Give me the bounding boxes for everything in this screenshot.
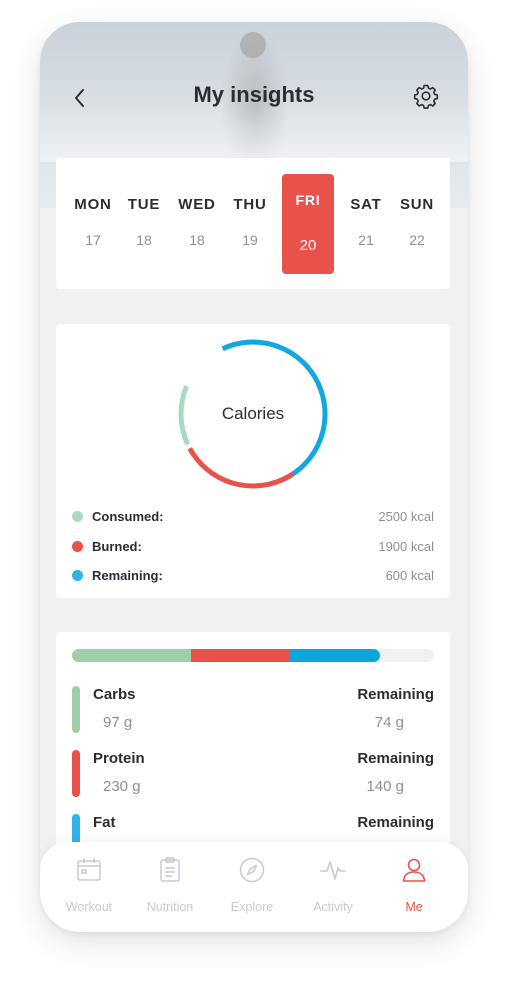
- calories-card: Calories Consumed: 2500 kcal Burned: 190…: [56, 324, 450, 598]
- calories-ring: [178, 339, 328, 489]
- remaining-value: 74 g: [374, 714, 404, 731]
- tab-activity[interactable]: Activity: [293, 842, 373, 932]
- gear-icon: [413, 84, 439, 109]
- day-date: 20: [299, 237, 317, 254]
- dot-icon: [72, 541, 83, 552]
- macro-row-fat: Fat Remaining: [72, 812, 434, 870]
- calendar-icon: [77, 858, 101, 881]
- remaining-label: Remaining: [357, 814, 434, 831]
- tab-label: Activity: [313, 900, 353, 914]
- macro-name: Carbs: [93, 686, 136, 703]
- bar-segment-fat: [289, 649, 380, 662]
- dot-icon: [72, 511, 83, 522]
- pulse-icon: [320, 861, 346, 880]
- user-icon: [402, 858, 426, 882]
- day-name: FRI: [295, 192, 321, 208]
- phone-frame: My insights MON 17 TUE 18 WED 18 THU 19 …: [40, 22, 468, 932]
- remaining-label: Remaining: [357, 686, 434, 703]
- day-date: 17: [85, 232, 101, 248]
- macro-row-carbs: Carbs 97 g Remaining 74 g: [72, 684, 434, 742]
- day-name: SAT: [350, 196, 382, 213]
- day-date: 21: [358, 232, 374, 248]
- day-sun[interactable]: SUN 22: [391, 174, 443, 274]
- day-date: 19: [242, 232, 258, 248]
- dot-icon: [72, 570, 83, 581]
- macro-progress-bar: [72, 649, 434, 662]
- legend-burned: Burned: 1900 kcal: [72, 537, 434, 557]
- back-button[interactable]: [68, 84, 92, 112]
- macro-name: Protein: [93, 750, 145, 767]
- bar-segment-protein: [191, 649, 289, 662]
- day-name: TUE: [127, 196, 161, 213]
- bar-segment-carbs: [72, 649, 191, 662]
- color-marker: [72, 686, 80, 733]
- legend-value: 2500 kcal: [378, 509, 434, 524]
- legend-label: Burned:: [92, 539, 142, 554]
- tab-explore[interactable]: Explore: [212, 842, 292, 932]
- legend-label: Remaining:: [92, 568, 163, 583]
- day-fri-selected[interactable]: FRI 20: [282, 174, 334, 274]
- tab-label: Me: [405, 900, 423, 914]
- legend-consumed: Consumed: 2500 kcal: [72, 507, 434, 527]
- legend-value: 600 kcal: [385, 568, 434, 583]
- color-marker: [72, 750, 80, 797]
- macro-amount: 230 g: [103, 778, 141, 795]
- day-date: 18: [136, 232, 152, 248]
- day-tue[interactable]: TUE 18: [118, 174, 170, 274]
- legend-value: 1900 kcal: [378, 539, 434, 554]
- remaining-value: 140 g: [366, 778, 404, 795]
- ring-label: Calories: [221, 404, 285, 423]
- day-name: THU: [233, 196, 267, 213]
- compass-icon: [239, 857, 265, 883]
- day-date: 22: [409, 232, 425, 248]
- chevron-left-icon: [75, 89, 84, 107]
- day-sat[interactable]: SAT 21: [340, 174, 392, 274]
- bottom-tab-bar: Workout Nutrition Explore: [40, 842, 468, 932]
- tab-nutrition[interactable]: Nutrition: [130, 842, 210, 932]
- day-name: SUN: [399, 196, 435, 213]
- tab-workout[interactable]: Workout: [49, 842, 129, 932]
- tab-label: Workout: [65, 900, 113, 914]
- day-name: MON: [74, 196, 112, 213]
- day-thu[interactable]: THU 19: [224, 174, 276, 274]
- remaining-label: Remaining: [357, 750, 434, 767]
- day-mon[interactable]: MON 17: [67, 174, 119, 274]
- tab-me[interactable]: Me: [374, 842, 454, 932]
- clipboard-icon: [160, 857, 180, 882]
- day-date: 18: [189, 232, 205, 248]
- day-wed[interactable]: WED 18: [171, 174, 223, 274]
- macro-amount: 97 g: [103, 714, 133, 731]
- week-selector: MON 17 TUE 18 WED 18 THU 19 FRI 20 SAT 2…: [56, 158, 450, 289]
- tab-label: Nutrition: [146, 900, 194, 914]
- legend-remaining: Remaining: 600 kcal: [72, 566, 434, 586]
- legend-label: Consumed:: [92, 509, 164, 524]
- color-marker: [72, 814, 80, 861]
- day-name: WED: [178, 196, 216, 213]
- macro-name: Fat: [93, 814, 116, 831]
- tab-label: Explore: [230, 900, 274, 914]
- settings-button[interactable]: [412, 82, 440, 110]
- macro-row-protein: Protein 230 g Remaining 140 g: [72, 748, 434, 806]
- page-title: My insights: [193, 82, 315, 107]
